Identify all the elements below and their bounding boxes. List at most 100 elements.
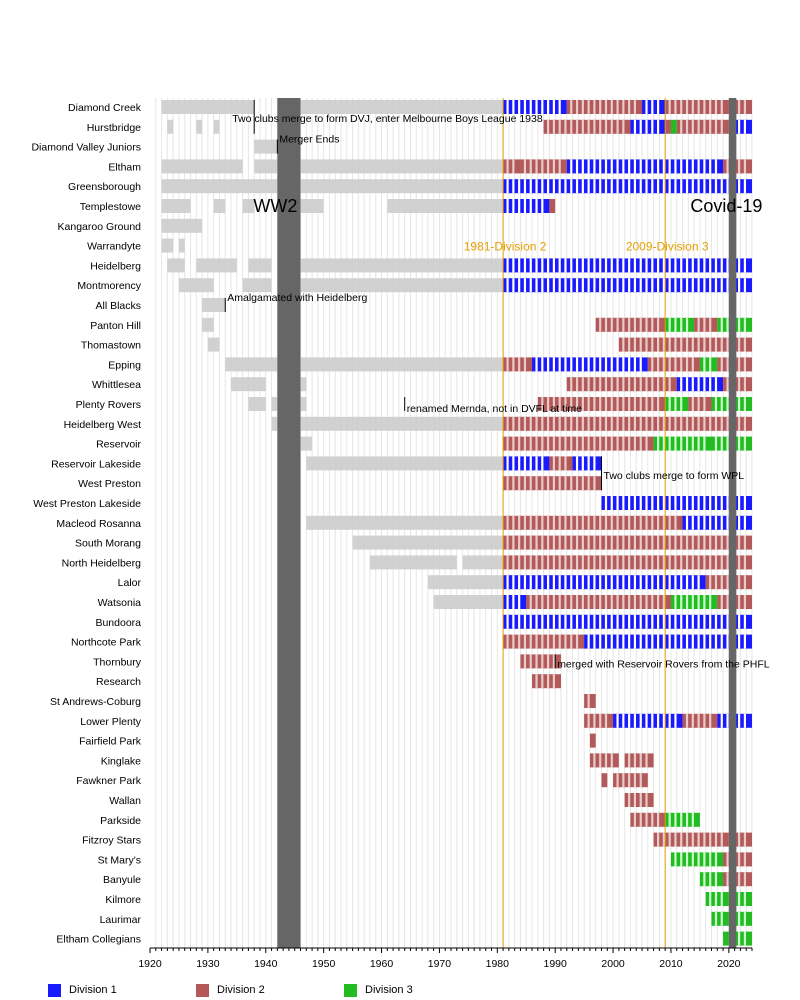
segment-hurstbridge-4 [630, 119, 666, 134]
legend-item-division-3: Division 3 [344, 982, 444, 998]
segment-north-heidelberg-1 [462, 555, 504, 570]
segment-hurstbridge-0 [167, 119, 174, 134]
segment-heidelberg-0 [167, 258, 185, 273]
annotation-text-1: Merger Ends [279, 134, 339, 146]
segment-heidelberg-1 [196, 258, 237, 273]
legend-item-division-1: Division 1 [48, 982, 148, 998]
club-row-fitzroy-stars [653, 832, 752, 847]
y-label-heidelberg: Heidelberg [90, 260, 141, 272]
club-row-montmorency [178, 278, 752, 293]
annotations-layer: Two clubs merge to form DVJ, enter Melbo… [224, 100, 770, 670]
segment-templestowe-0 [161, 199, 191, 213]
segment-plenty-rovers-4 [665, 397, 689, 411]
x-tick-label-1960: 1960 [370, 958, 394, 970]
y-label-diamond-creek: Diamond Creek [68, 102, 142, 114]
segment-templestowe-6 [549, 199, 556, 213]
club-row-st-mary-s [670, 852, 752, 867]
segment-templestowe-4 [387, 199, 504, 213]
segment-plenty-rovers-0 [248, 397, 266, 411]
club-row-plenty-rovers [248, 397, 752, 411]
club-row-kinglake [589, 753, 654, 768]
segment-laurimar-1 [734, 911, 752, 926]
segment-laurimar-0 [711, 911, 729, 926]
segment-eltham-collegians-0 [723, 931, 729, 946]
y-label-north-heidelberg: North Heidelberg [62, 557, 142, 569]
segment-kilmore-1 [734, 892, 752, 906]
club-row-greensborough [161, 179, 752, 194]
segment-greensborough-1 [300, 179, 504, 194]
segment-reservoir-2 [653, 436, 712, 451]
club-row-diamond-creek [161, 100, 752, 114]
x-tick-label-2000: 2000 [601, 958, 625, 970]
segment-bundoora-0 [503, 614, 752, 629]
segment-macleod-rosanna-0 [306, 515, 504, 530]
annotation-text-5: merged with Reservoir Rovers from the PH… [557, 658, 770, 670]
marker-label-1981-division-2: 1981-Division 2 [464, 240, 547, 254]
segment-eltham-1 [254, 159, 278, 174]
y-label-montmorency: Montmorency [77, 280, 141, 292]
club-row-south-morang [352, 535, 752, 550]
y-label-eltham: Eltham [108, 161, 141, 173]
x-axis: 1920 1930 1940 1950 1960 1970 1980 1990 2000 2010… [138, 947, 753, 970]
y-label-south-morang: South Morang [75, 538, 141, 550]
segment-heidelberg-west-0 [271, 416, 278, 431]
x-tick-label-1980: 1980 [486, 958, 510, 970]
club-row-fawkner-park [601, 773, 648, 788]
segment-montmorency-0 [178, 278, 214, 293]
y-label-laurimar: Laurimar [100, 914, 142, 926]
segment-fawkner-park-1 [613, 773, 648, 788]
segment-kangaroo-ground-0 [161, 218, 203, 233]
annotation-text-2: Amalgamated with Heidelberg [227, 292, 367, 304]
segment-eltham-2 [300, 159, 504, 174]
segment-warrandyte-1 [178, 238, 185, 253]
y-label-plenty-rovers: Plenty Rovers [76, 399, 141, 411]
annotation-text-0: Two clubs merge to form DVJ, enter Melbo… [232, 113, 543, 125]
y-label-west-preston-lakeside: West Preston Lakeside [33, 498, 141, 510]
segment-watsonia-1 [503, 595, 527, 609]
y-label-bundoora: Bundoora [95, 617, 141, 629]
club-row-templestowe [161, 199, 556, 213]
segment-greensborough-0 [161, 179, 278, 194]
segment-fawkner-park-0 [601, 773, 608, 788]
y-label-west-preston: West Preston [78, 478, 141, 490]
period-band-covid-19 [728, 98, 737, 948]
club-row-reservoir-lakeside [306, 456, 602, 471]
y-label-whittlesea: Whittlesea [92, 379, 141, 391]
y-label-st-mary-s: St Mary's [98, 854, 141, 866]
x-tick-label-2010: 2010 [659, 958, 683, 970]
segment-panton-hill-0 [202, 317, 214, 332]
segment-heidelberg-4 [503, 258, 752, 273]
club-row-northcote-park [503, 634, 752, 649]
y-label-kilmore: Kilmore [105, 894, 141, 906]
y-label-macleod-rosanna: Macleod Rosanna [56, 518, 141, 530]
segment-hurstbridge-2 [213, 119, 220, 134]
club-row-watsonia [433, 595, 752, 609]
period-band-ww2 [277, 98, 301, 948]
segment-west-preston-lakeside-0 [601, 496, 752, 510]
segment-hurstbridge-8 [734, 119, 752, 134]
segment-hurstbridge-5 [665, 119, 671, 134]
y-axis-labels: Diamond Creek Hurstbridge Diamond Valley J… [31, 102, 141, 946]
segment-lalor-0 [427, 575, 504, 590]
segment-banyule-0 [699, 872, 724, 887]
club-row-reservoir [300, 436, 752, 451]
y-label-parkside: Parkside [100, 815, 141, 827]
y-label-panton-hill: Panton Hill [90, 320, 141, 332]
segment-montmorency-2 [300, 278, 504, 293]
segment-parkside-0 [630, 812, 666, 827]
segment-reservoir-lakeside-2 [549, 456, 573, 471]
y-label-watsonia: Watsonia [98, 597, 142, 609]
y-label-templestowe: Templestowe [80, 201, 141, 213]
bars-layer [161, 100, 752, 946]
y-label-reservoir-lakeside: Reservoir Lakeside [51, 458, 141, 470]
y-label-reservoir: Reservoir [96, 439, 141, 451]
y-label-research: Research [96, 676, 141, 688]
segment-heidelberg-west-1 [300, 416, 504, 431]
x-tick-label-2020: 2020 [717, 958, 741, 970]
segment-plenty-rovers-2 [300, 397, 307, 411]
club-row-north-heidelberg [369, 555, 752, 570]
segment-plenty-rovers-3 [537, 397, 666, 411]
y-label-thornbury: Thornbury [93, 656, 142, 668]
club-row-wallan [624, 793, 654, 807]
